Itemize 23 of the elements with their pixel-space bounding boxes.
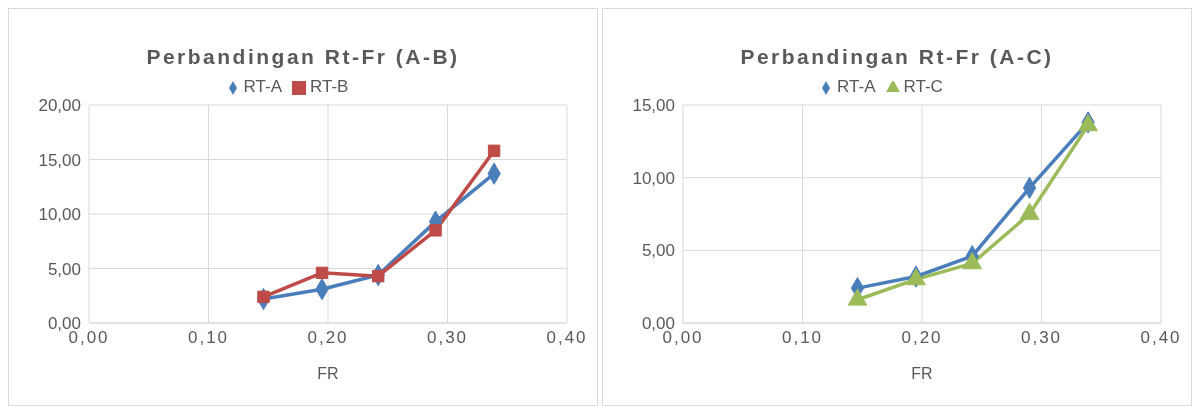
legend-label: RT-C: [903, 77, 943, 96]
x-tick-label: 0,10: [187, 328, 230, 348]
x-tick-label: 0,10: [781, 328, 824, 348]
y-tick-label: 10,00: [38, 205, 81, 225]
x-tick-label: 0,20: [307, 328, 349, 348]
chart-title: Perbandingan Rt-Fr (A-C): [739, 45, 1055, 69]
x-axis-title: FR: [317, 365, 339, 382]
y-tick-label: 20,00: [38, 96, 81, 116]
x-tick-label: 0,30: [1020, 328, 1063, 348]
x-tick-label: 0,20: [901, 328, 943, 348]
chart-title: Perbandingan Rt-Fr (A-B): [145, 45, 461, 69]
y-tick-label: 15,00: [38, 150, 81, 170]
legend-label: RT-A: [837, 77, 876, 96]
x-axis-title: FR: [911, 365, 933, 382]
y-tick-label: 5,00: [47, 259, 81, 279]
x-tick-label: 0,30: [426, 328, 469, 348]
y-tick-label: 10,00: [632, 168, 675, 188]
y-tick-label: 5,00: [641, 241, 675, 261]
legend-label: RT-B: [310, 77, 349, 96]
x-tick-label: 0,40: [1140, 328, 1182, 348]
y-tick-label: 15,00: [632, 96, 675, 116]
legend-label: RT-A: [243, 77, 282, 96]
x-tick-label: 0,40: [546, 328, 588, 348]
